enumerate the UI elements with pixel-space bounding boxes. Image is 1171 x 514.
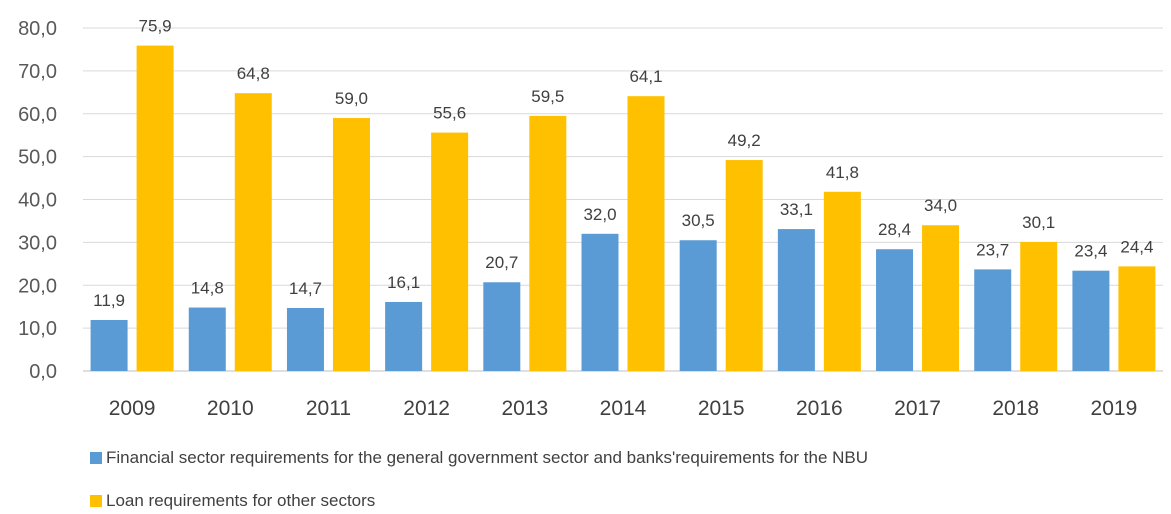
x-tick-label: 2017 (894, 397, 941, 420)
y-tick-label: 20,0 (18, 275, 57, 297)
x-tick-label: 2016 (796, 397, 843, 420)
data-label-series-2: 30,1 (1022, 213, 1055, 232)
bar-series-1 (188, 307, 226, 371)
y-tick-label: 70,0 (18, 61, 57, 83)
bar-series-2 (922, 225, 960, 371)
legend-item-series-1: Financial sector requirements for the ge… (90, 448, 868, 468)
data-label-series-1: 20,7 (485, 253, 518, 272)
data-label-series-2: 64,8 (237, 64, 270, 83)
bar-series-1 (286, 307, 324, 371)
y-tick-label: 50,0 (18, 147, 57, 169)
y-tick-label: 0,0 (29, 361, 57, 383)
legend-swatch-series-1 (90, 452, 102, 464)
bar-series-2 (529, 115, 567, 371)
y-tick-label: 80,0 (18, 18, 57, 40)
bar-series-2 (627, 96, 665, 371)
bar-series-2 (1118, 266, 1156, 371)
x-tick-label: 2010 (207, 397, 254, 420)
data-label-series-2: 64,1 (629, 67, 662, 86)
legend-item-series-2: Loan requirements for other sectors (90, 491, 375, 511)
data-label-series-2: 34,0 (924, 196, 957, 215)
bar-series-1 (777, 229, 815, 371)
data-label-series-2: 49,2 (728, 131, 761, 150)
x-tick-label: 2011 (306, 397, 351, 420)
legend-swatch-series-2 (90, 495, 102, 507)
y-tick-label: 60,0 (18, 104, 57, 126)
bar-series-1 (90, 319, 128, 371)
legend-label-series-1: Financial sector requirements for the ge… (106, 448, 869, 467)
data-label-series-2: 59,0 (335, 89, 368, 108)
x-tick-label: 2019 (1091, 397, 1138, 420)
data-label-series-1: 11,9 (93, 291, 125, 310)
bar-series-2 (332, 118, 370, 371)
bar-chart: 0,0 10,0 20,0 30,0 40,0 50,0 60,0 70,0 80,0 2009 1… (18, 17, 1163, 420)
data-label-series-1: 14,7 (289, 279, 322, 298)
bar-series-1 (974, 269, 1012, 371)
bar-series-2 (431, 132, 469, 371)
x-tick-label: 2012 (403, 397, 450, 420)
bar-series-1 (385, 301, 423, 371)
data-label-series-1: 16,1 (387, 273, 420, 292)
data-label-series-1: 32,0 (583, 205, 616, 224)
bar-series-1 (876, 249, 914, 371)
x-tick-label: 2009 (109, 397, 156, 420)
data-label-series-1: 23,4 (1074, 242, 1107, 261)
data-label-series-1: 14,8 (191, 279, 224, 298)
bar-series-1 (679, 240, 717, 371)
bar-series-1 (1072, 270, 1110, 371)
data-label-series-1: 30,5 (682, 211, 715, 230)
data-label-series-1: 33,1 (780, 200, 813, 219)
bar-series-1 (581, 233, 619, 371)
bar-series-1 (483, 282, 521, 371)
y-tick-label: 10,0 (18, 318, 57, 340)
x-tick-label: 2015 (698, 397, 745, 420)
x-tick-label: 2013 (501, 397, 548, 420)
bar-series-2 (823, 191, 861, 371)
y-tick-label: 40,0 (18, 190, 57, 212)
bar-series-2 (136, 45, 174, 372)
x-tick-label: 2014 (600, 397, 647, 420)
data-label-series-2: 75,9 (139, 17, 172, 36)
bar-series-2 (234, 93, 272, 372)
data-label-series-1: 23,7 (976, 240, 1009, 259)
data-label-series-2: 24,4 (1120, 237, 1153, 256)
data-label-series-2: 59,5 (531, 87, 564, 106)
data-label-series-1: 28,4 (878, 220, 911, 239)
y-tick-label: 30,0 (18, 232, 57, 254)
bar-series-2 (1020, 241, 1058, 371)
data-label-series-2: 41,8 (826, 163, 859, 182)
legend-label-series-2: Loan requirements for other sectors (106, 491, 376, 510)
bar-series-2 (725, 160, 763, 371)
data-label-series-2: 55,6 (433, 104, 466, 123)
x-tick-label: 2018 (992, 397, 1039, 420)
